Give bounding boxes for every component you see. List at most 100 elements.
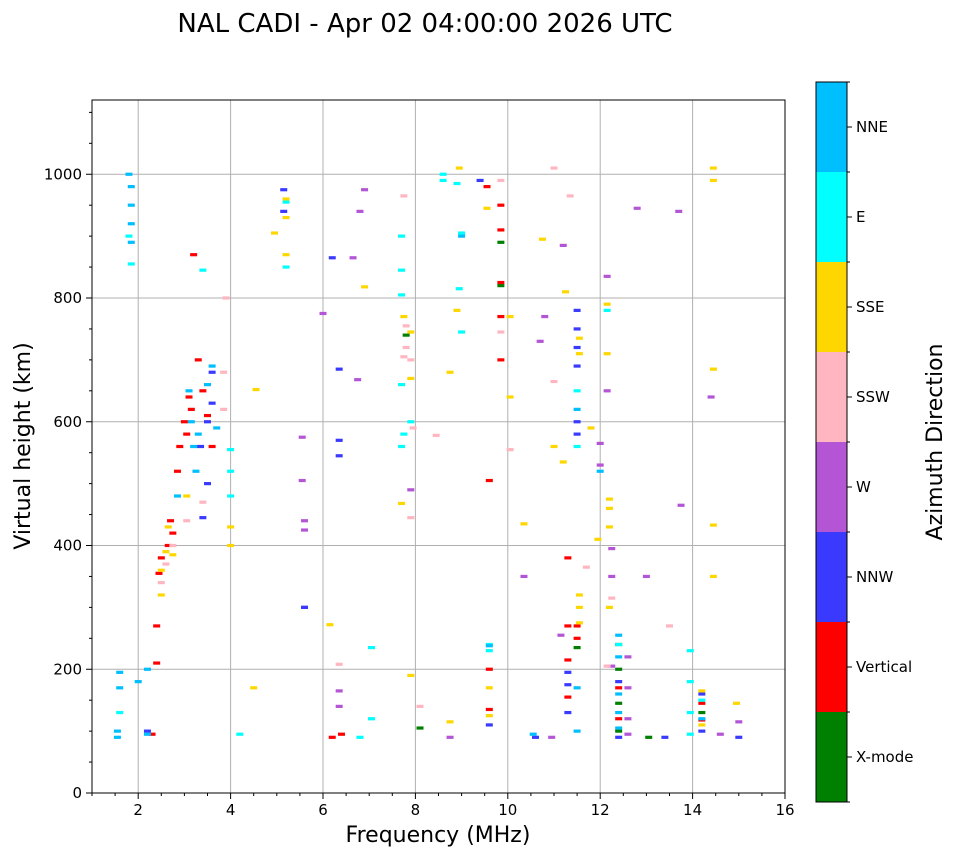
echo-point-nnw [698,692,706,696]
echo-point-sse [605,506,613,510]
echo-point-ssw [666,624,673,628]
echo-point-vertical [485,707,493,712]
echo-point-sse [698,689,706,693]
echo-point-vertical [187,407,195,411]
colorbar-frame [815,81,848,803]
echo-point-e [458,231,466,235]
echo-point-sse [157,593,165,597]
echo-point-w [677,503,685,507]
echo-point-w [520,574,528,579]
echo-point-vertical [564,624,572,628]
colorbar-tick-label: NNE [856,118,888,136]
echo-point-nne [698,717,706,721]
echo-point-nne [615,655,623,659]
echo-point-e [439,178,447,183]
echo-point-sse [709,166,717,170]
echo-point-w [541,314,549,319]
echo-point-w [548,735,556,739]
echo-point-sse [506,395,514,399]
echo-point-e [227,447,235,452]
echo-point-sse [183,494,191,498]
y-tick-label: 200 [53,660,82,678]
echo-point-w [354,378,362,382]
echo-point-vertical [615,686,623,690]
echo-point-ssw [162,562,170,566]
echo-point-ssw [506,447,514,452]
x-tick-label: 2 [133,801,143,819]
echo-point-nne [596,469,604,473]
echo-point-nne [187,420,195,424]
echo-point-nnw [476,178,484,183]
echo-point-e [227,494,235,498]
echo-point-e [615,642,623,647]
echo-point-nnw [564,710,572,715]
echo-point-nne [573,407,581,411]
echo-point-w [559,243,567,248]
echo-point-nne [615,633,623,637]
echo-point-w [596,463,604,467]
colorbar-segment [816,172,847,262]
echo-point-w [361,188,369,192]
echo-point-sse [550,444,558,449]
echo-point-w [608,574,616,579]
echo-point-vertical [164,543,172,548]
echo-point-sse [157,568,165,572]
echo-point-sse [252,387,260,392]
echo-point-nnw [280,188,288,192]
echo-point-vertical [194,358,202,362]
colorbar-segment [816,532,847,622]
echo-point-ssw [199,500,207,504]
echo-point-e [573,444,581,449]
echo-point-e [573,389,581,393]
echo-point-sse [603,352,611,356]
echo-point-sse [587,426,595,430]
echo-point-sse [282,253,290,257]
echo-point-e [603,308,611,312]
echo-point-nne [116,670,124,674]
echo-point-vertical [485,667,493,671]
echo-point-sse [282,215,290,220]
y-tick-label: 600 [53,413,82,431]
echo-point-w [557,633,565,637]
echo-point-w [735,720,743,724]
echo-point-sse [400,314,408,319]
echo-point-w [642,574,650,579]
echo-point-nne [127,240,135,244]
echo-point-sse [398,501,406,506]
echo-point-sse [603,302,611,306]
echo-point-nnw [328,256,336,260]
echo-point-nnw [335,438,343,442]
echo-point-sse [709,523,717,527]
echo-point-w [624,655,632,659]
echo-point-ssw [183,519,191,523]
echo-point-e [199,268,207,272]
echo-point-sse [407,673,415,678]
colorbar-tick-label: SSW [856,388,890,406]
echo-point-ssw [407,358,415,362]
echo-point-vertical [208,444,216,449]
echo-point-sse [282,197,290,201]
echo-point-sse [485,714,493,718]
colorbar-tick-label: NNW [856,568,893,586]
echo-point-sse [559,460,567,464]
echo-point-sse [483,206,491,210]
echo-point-ssw [566,194,574,198]
colorbar-segment [816,442,847,532]
echo-point-e [368,645,376,650]
echo-point-sse [605,497,613,501]
echo-point-nne [143,667,151,671]
echo-point-ssw [603,664,611,668]
colorbar-tick-label: SSE [856,298,885,316]
echo-point-w [301,519,309,523]
echo-point-sse [361,285,369,289]
echo-point-vertical [204,413,211,418]
echo-point-nne [125,172,133,176]
echo-point-e [686,649,694,653]
echo-point-vertical [483,185,491,189]
echo-point-e [398,293,406,297]
echo-point-nnw [197,444,205,449]
echo-point-nne [204,383,211,387]
echo-point-w [603,274,611,278]
echo-point-nne [573,729,581,733]
echo-point-nnw [615,735,623,739]
